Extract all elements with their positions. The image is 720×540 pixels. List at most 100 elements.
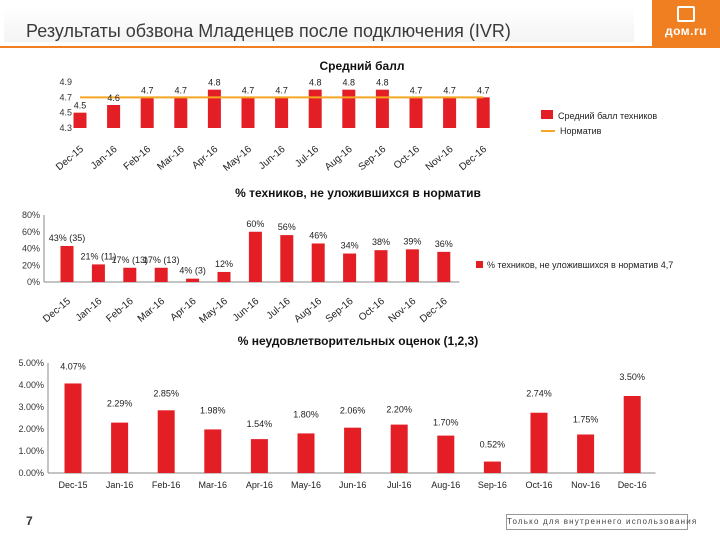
y-tick-label: 1.00% [18, 446, 44, 456]
house-icon [677, 6, 695, 22]
category-label: May-16 [221, 144, 254, 174]
y-tick-label: 4.5 [59, 108, 72, 118]
bar [297, 433, 315, 473]
header-bar: Результаты обзвона Младенцев после подкл… [4, 6, 634, 42]
data-label: 4.7 [275, 85, 288, 95]
bar [250, 439, 268, 473]
category-label: Jul-16 [265, 296, 293, 322]
footer-note: Только для внутреннего использования [506, 514, 696, 530]
category-label: Jan-16 [74, 296, 105, 324]
category-label: Jun-16 [257, 144, 288, 172]
bar [217, 271, 231, 282]
category-label: Apr-16 [190, 144, 220, 172]
data-label: 38% [372, 237, 390, 247]
y-tick-label: 60% [22, 227, 40, 237]
data-label: 4.7 [477, 85, 490, 95]
data-label: 4.8 [309, 78, 322, 88]
bar [186, 278, 200, 282]
bar [405, 249, 419, 282]
bar [577, 434, 595, 473]
chart-title: % неудовлетворительных оценок (1,2,3) [238, 334, 478, 348]
bar [64, 383, 82, 473]
data-label: 4.7 [410, 85, 423, 95]
bar [123, 267, 137, 282]
bar [73, 112, 87, 128]
data-label: 2.74% [526, 389, 552, 399]
bar [476, 97, 490, 128]
data-label: 4% (3) [179, 266, 206, 276]
bar [107, 105, 121, 128]
category-label: Nov-16 [387, 296, 419, 325]
data-label: 0.52% [480, 440, 506, 450]
slide-header: Результаты обзвона Младенцев после подкл… [0, 0, 720, 48]
legend-swatch-bar [476, 261, 483, 268]
category-label: May-16 [291, 480, 321, 490]
category-label: Jun-16 [231, 296, 262, 324]
category-label: Oct-16 [357, 296, 387, 324]
data-label: 1.98% [200, 405, 226, 415]
bar [204, 429, 222, 473]
data-label: 4.8 [208, 78, 221, 88]
bar [157, 410, 175, 473]
data-label: 1.54% [247, 419, 273, 429]
category-label: Sep-16 [357, 144, 389, 173]
category-label: Jan-16 [89, 144, 120, 172]
category-label: Jun-16 [339, 480, 367, 490]
data-label: 21% (11) [80, 251, 116, 261]
category-label: Sep-16 [324, 296, 356, 325]
bar [311, 243, 325, 282]
category-label: Jul-16 [293, 144, 321, 170]
bar [308, 89, 322, 128]
category-label: Dec-15 [41, 296, 73, 325]
category-label: Apr-16 [168, 296, 198, 324]
category-label: Dec-16 [418, 296, 450, 325]
bar [140, 97, 154, 128]
chart-title: Средний балл [320, 59, 405, 73]
category-label: Feb-16 [152, 480, 181, 490]
data-label: 1.75% [573, 415, 599, 425]
bar [280, 235, 294, 282]
data-label: 12% [215, 259, 233, 269]
y-tick-label: 40% [22, 244, 40, 254]
category-label: Nov-16 [571, 480, 600, 490]
bar [342, 89, 356, 128]
bar [344, 427, 362, 473]
data-label: 2.29% [107, 399, 133, 409]
brand-logo: дом.ru [652, 0, 720, 46]
category-label: Aug-16 [431, 480, 460, 490]
y-tick-label: 4.00% [18, 380, 44, 390]
category-label: Dec-15 [54, 144, 86, 173]
y-tick-label: 4.9 [59, 77, 72, 87]
category-label: Oct-16 [525, 480, 552, 490]
data-label: 4.7 [443, 85, 456, 95]
bar [409, 97, 423, 128]
bar [248, 231, 262, 282]
y-tick-label: 4.3 [59, 123, 72, 133]
data-label: 4.07% [60, 361, 86, 371]
data-label: 4.6 [107, 93, 120, 103]
bar [174, 97, 188, 128]
y-tick-label: 5.00% [18, 358, 44, 368]
category-label: Dec-15 [58, 480, 87, 490]
bar [437, 251, 451, 282]
page-title: Результаты обзвона Младенцев после подкл… [26, 21, 511, 41]
category-label: Dec-16 [618, 480, 647, 490]
data-label: 1.70% [433, 418, 459, 428]
category-label: Aug-16 [323, 144, 355, 173]
category-label: Nov-16 [424, 144, 456, 173]
category-label: Mar-16 [199, 480, 228, 490]
category-label: Sep-16 [478, 480, 507, 490]
data-label: 2.20% [386, 405, 412, 415]
chart-title: % техников, не уложившихся в норматив [235, 186, 481, 200]
category-label: Apr-16 [246, 480, 273, 490]
bar [623, 396, 641, 473]
data-label: 34% [341, 241, 359, 251]
category-label: Jul-16 [387, 480, 412, 490]
data-label: 4.5 [74, 101, 87, 111]
data-label: 4.8 [376, 78, 389, 88]
data-label: 36% [435, 239, 453, 249]
bar [275, 97, 289, 128]
bar [60, 245, 74, 282]
data-label: 4.8 [343, 78, 356, 88]
